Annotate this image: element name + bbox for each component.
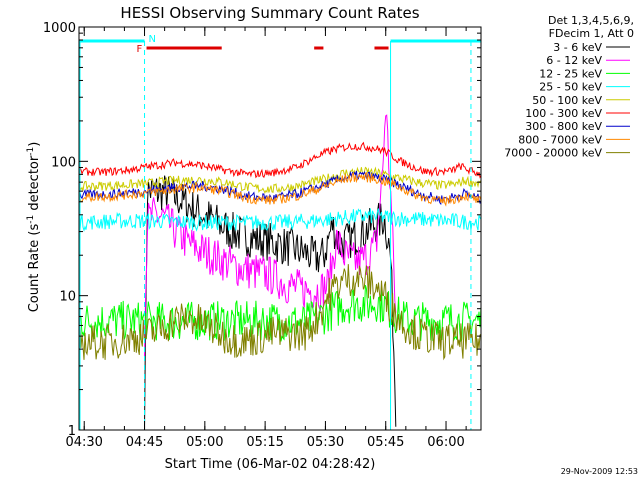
legend-label-6: 100 - 300 keV: [525, 107, 602, 120]
series-line-5: [78, 166, 482, 194]
x-tick-label: 05:15: [246, 435, 283, 450]
plot-area: FN: [78, 26, 482, 431]
legend-label-5: 50 - 100 keV: [532, 94, 602, 107]
legend-header-line1: Det 1,3,4,5,6,9,: [548, 14, 634, 27]
x-tick-label: 04:45: [126, 435, 163, 450]
y-tick-label: 10: [59, 290, 76, 305]
x-tick-label: 06:00: [427, 435, 464, 450]
x-axis-ticks: 04:30 04:45 05:00 05:15 05:30 05:45 06:00: [65, 27, 467, 450]
x-tick-label: 05:30: [307, 435, 344, 450]
series-line-8: [78, 171, 482, 207]
y-axis-ticks: 1 10 100 1000: [43, 21, 481, 439]
y-axis-label: Count Rate (s-1 detector-1): [26, 142, 42, 313]
legend-label-4: 25 - 50 keV: [539, 81, 602, 94]
legend-label-9: 7000 - 20000 keV: [504, 147, 602, 160]
legend-label-2: 6 - 12 keV: [546, 54, 602, 67]
series-line-9: [78, 264, 482, 361]
legend-label-3: 12 - 25 keV: [539, 67, 602, 80]
x-tick-label: 05:45: [367, 435, 404, 450]
series-line-3: [78, 284, 482, 343]
series-line-1: [144, 175, 397, 431]
y-tick-label: 1000: [43, 21, 76, 36]
y-tick-label: 100: [51, 155, 76, 170]
legend-label-7: 300 - 800 keV: [525, 120, 602, 133]
legend-label-1: 3 - 6 keV: [553, 41, 602, 54]
series-line-4: [78, 208, 482, 232]
x-tick-label: 04:30: [65, 435, 102, 450]
series-line-6: [78, 141, 482, 179]
chart-title: HESSI Observing Summary Count Rates: [120, 4, 419, 22]
x-tick-label: 05:00: [186, 435, 223, 450]
x-axis-label: Start Time (06-Mar-02 04:28:42): [165, 457, 376, 472]
series-line-2: [144, 114, 397, 357]
generation-timestamp: 29-Nov-2009 12:53: [561, 467, 638, 476]
plot-frame: [78, 26, 482, 431]
chart-legend: Det 1,3,4,5,6,9, FDecim 1, Att 0 3 - 6 k…: [504, 14, 634, 160]
series-line-7: [78, 170, 482, 206]
flare-flag-label: F: [137, 44, 143, 55]
legend-label-8: 800 - 7000 keV: [518, 133, 602, 146]
legend-header-line2: FDecim 1, Att 0: [549, 27, 634, 40]
y-tick-label: 1: [68, 424, 76, 439]
night-flag-label: N: [149, 34, 156, 45]
